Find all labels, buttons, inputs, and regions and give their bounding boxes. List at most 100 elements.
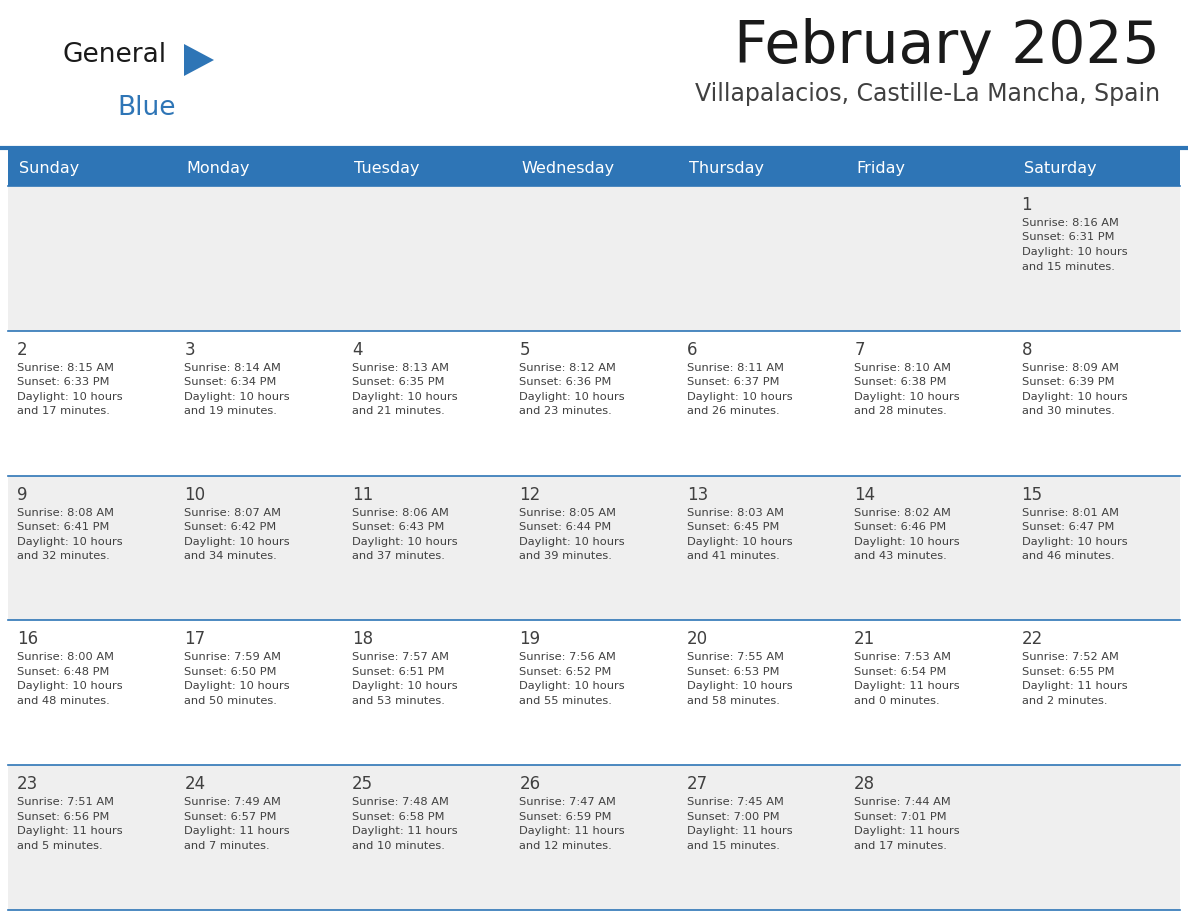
- Text: and 19 minutes.: and 19 minutes.: [184, 407, 277, 416]
- Text: Sunset: 6:31 PM: Sunset: 6:31 PM: [1022, 232, 1114, 242]
- Text: Sunrise: 7:49 AM: Sunrise: 7:49 AM: [184, 797, 282, 807]
- Text: Sunset: 6:37 PM: Sunset: 6:37 PM: [687, 377, 779, 387]
- Text: Sunset: 6:38 PM: Sunset: 6:38 PM: [854, 377, 947, 387]
- Text: General: General: [62, 42, 166, 68]
- Text: Daylight: 11 hours: Daylight: 11 hours: [687, 826, 792, 836]
- Text: and 50 minutes.: and 50 minutes.: [184, 696, 277, 706]
- Text: Sunset: 6:58 PM: Sunset: 6:58 PM: [352, 812, 444, 822]
- Bar: [8, 330, 1180, 476]
- Text: 27: 27: [687, 775, 708, 793]
- Text: Sunrise: 8:15 AM: Sunrise: 8:15 AM: [17, 363, 114, 373]
- Text: Daylight: 11 hours: Daylight: 11 hours: [184, 826, 290, 836]
- Text: Daylight: 11 hours: Daylight: 11 hours: [854, 681, 960, 691]
- Text: Daylight: 10 hours: Daylight: 10 hours: [184, 537, 290, 546]
- Text: and 34 minutes.: and 34 minutes.: [184, 551, 277, 561]
- Text: and 15 minutes.: and 15 minutes.: [687, 841, 779, 851]
- Text: Daylight: 10 hours: Daylight: 10 hours: [17, 537, 122, 546]
- Text: Daylight: 11 hours: Daylight: 11 hours: [17, 826, 122, 836]
- Text: 17: 17: [184, 631, 206, 648]
- Text: Saturday: Saturday: [1024, 161, 1097, 175]
- Text: 10: 10: [184, 486, 206, 504]
- Text: Daylight: 10 hours: Daylight: 10 hours: [519, 392, 625, 402]
- Text: Sunrise: 8:02 AM: Sunrise: 8:02 AM: [854, 508, 952, 518]
- Text: Daylight: 11 hours: Daylight: 11 hours: [854, 826, 960, 836]
- Text: 22: 22: [1022, 631, 1043, 648]
- Text: Sunset: 6:50 PM: Sunset: 6:50 PM: [184, 666, 277, 677]
- Text: and 26 minutes.: and 26 minutes.: [687, 407, 779, 416]
- Text: Sunrise: 7:51 AM: Sunrise: 7:51 AM: [17, 797, 114, 807]
- Bar: [8, 476, 1180, 621]
- Text: and 46 minutes.: and 46 minutes.: [1022, 551, 1114, 561]
- Text: 4: 4: [352, 341, 362, 359]
- Text: Sunrise: 7:52 AM: Sunrise: 7:52 AM: [1022, 653, 1118, 663]
- Text: Sunrise: 7:44 AM: Sunrise: 7:44 AM: [854, 797, 950, 807]
- Text: and 12 minutes.: and 12 minutes.: [519, 841, 612, 851]
- Text: February 2025: February 2025: [734, 18, 1159, 75]
- Text: Villapalacios, Castille-La Mancha, Spain: Villapalacios, Castille-La Mancha, Spain: [695, 82, 1159, 106]
- Text: Sunrise: 7:55 AM: Sunrise: 7:55 AM: [687, 653, 784, 663]
- Text: and 15 minutes.: and 15 minutes.: [1022, 262, 1114, 272]
- Text: Sunset: 6:59 PM: Sunset: 6:59 PM: [519, 812, 612, 822]
- Text: Sunset: 6:44 PM: Sunset: 6:44 PM: [519, 522, 612, 532]
- Text: and 23 minutes.: and 23 minutes.: [519, 407, 612, 416]
- Text: and 39 minutes.: and 39 minutes.: [519, 551, 612, 561]
- Text: 19: 19: [519, 631, 541, 648]
- Text: 13: 13: [687, 486, 708, 504]
- Text: 11: 11: [352, 486, 373, 504]
- Text: 6: 6: [687, 341, 697, 359]
- Text: Sunrise: 8:05 AM: Sunrise: 8:05 AM: [519, 508, 617, 518]
- Text: Sunrise: 8:07 AM: Sunrise: 8:07 AM: [184, 508, 282, 518]
- Text: 18: 18: [352, 631, 373, 648]
- Text: Sunset: 6:57 PM: Sunset: 6:57 PM: [184, 812, 277, 822]
- Text: 28: 28: [854, 775, 876, 793]
- Text: Sunrise: 8:08 AM: Sunrise: 8:08 AM: [17, 508, 114, 518]
- Text: Daylight: 10 hours: Daylight: 10 hours: [687, 537, 792, 546]
- Text: and 2 minutes.: and 2 minutes.: [1022, 696, 1107, 706]
- Text: and 17 minutes.: and 17 minutes.: [854, 841, 947, 851]
- Bar: [8, 621, 1180, 766]
- Bar: [8, 186, 1180, 330]
- Text: Sunset: 6:42 PM: Sunset: 6:42 PM: [184, 522, 277, 532]
- Text: 15: 15: [1022, 486, 1043, 504]
- Text: and 30 minutes.: and 30 minutes.: [1022, 407, 1114, 416]
- Text: and 5 minutes.: and 5 minutes.: [17, 841, 102, 851]
- Text: Sunset: 6:47 PM: Sunset: 6:47 PM: [1022, 522, 1114, 532]
- Text: Sunrise: 7:48 AM: Sunrise: 7:48 AM: [352, 797, 449, 807]
- Text: and 55 minutes.: and 55 minutes.: [519, 696, 612, 706]
- Text: Sunset: 6:43 PM: Sunset: 6:43 PM: [352, 522, 444, 532]
- Text: Friday: Friday: [857, 161, 905, 175]
- Text: Daylight: 10 hours: Daylight: 10 hours: [352, 681, 457, 691]
- Text: Sunset: 6:54 PM: Sunset: 6:54 PM: [854, 666, 947, 677]
- Text: Daylight: 10 hours: Daylight: 10 hours: [352, 537, 457, 546]
- Text: Daylight: 10 hours: Daylight: 10 hours: [1022, 247, 1127, 257]
- Text: 26: 26: [519, 775, 541, 793]
- Text: Sunset: 6:52 PM: Sunset: 6:52 PM: [519, 666, 612, 677]
- Text: Daylight: 10 hours: Daylight: 10 hours: [1022, 392, 1127, 402]
- Text: and 10 minutes.: and 10 minutes.: [352, 841, 444, 851]
- Text: Sunrise: 8:12 AM: Sunrise: 8:12 AM: [519, 363, 617, 373]
- Text: 9: 9: [17, 486, 27, 504]
- Text: and 43 minutes.: and 43 minutes.: [854, 551, 947, 561]
- Text: Sunrise: 7:47 AM: Sunrise: 7:47 AM: [519, 797, 617, 807]
- Text: and 21 minutes.: and 21 minutes.: [352, 407, 444, 416]
- Text: Sunset: 6:46 PM: Sunset: 6:46 PM: [854, 522, 947, 532]
- Text: 1: 1: [1022, 196, 1032, 214]
- Text: Sunrise: 8:11 AM: Sunrise: 8:11 AM: [687, 363, 784, 373]
- Text: Sunset: 6:45 PM: Sunset: 6:45 PM: [687, 522, 779, 532]
- Text: Sunset: 6:51 PM: Sunset: 6:51 PM: [352, 666, 444, 677]
- Text: and 41 minutes.: and 41 minutes.: [687, 551, 779, 561]
- Text: Sunset: 7:01 PM: Sunset: 7:01 PM: [854, 812, 947, 822]
- Text: Sunset: 6:53 PM: Sunset: 6:53 PM: [687, 666, 779, 677]
- Text: and 17 minutes.: and 17 minutes.: [17, 407, 109, 416]
- Text: and 48 minutes.: and 48 minutes.: [17, 696, 109, 706]
- Text: Sunset: 6:41 PM: Sunset: 6:41 PM: [17, 522, 109, 532]
- Text: 23: 23: [17, 775, 38, 793]
- Text: Daylight: 10 hours: Daylight: 10 hours: [1022, 537, 1127, 546]
- Text: Sunrise: 8:14 AM: Sunrise: 8:14 AM: [184, 363, 282, 373]
- Text: 8: 8: [1022, 341, 1032, 359]
- Text: and 53 minutes.: and 53 minutes.: [352, 696, 444, 706]
- Text: Thursday: Thursday: [689, 161, 764, 175]
- Text: Daylight: 10 hours: Daylight: 10 hours: [184, 681, 290, 691]
- Text: Sunrise: 7:45 AM: Sunrise: 7:45 AM: [687, 797, 784, 807]
- Text: 16: 16: [17, 631, 38, 648]
